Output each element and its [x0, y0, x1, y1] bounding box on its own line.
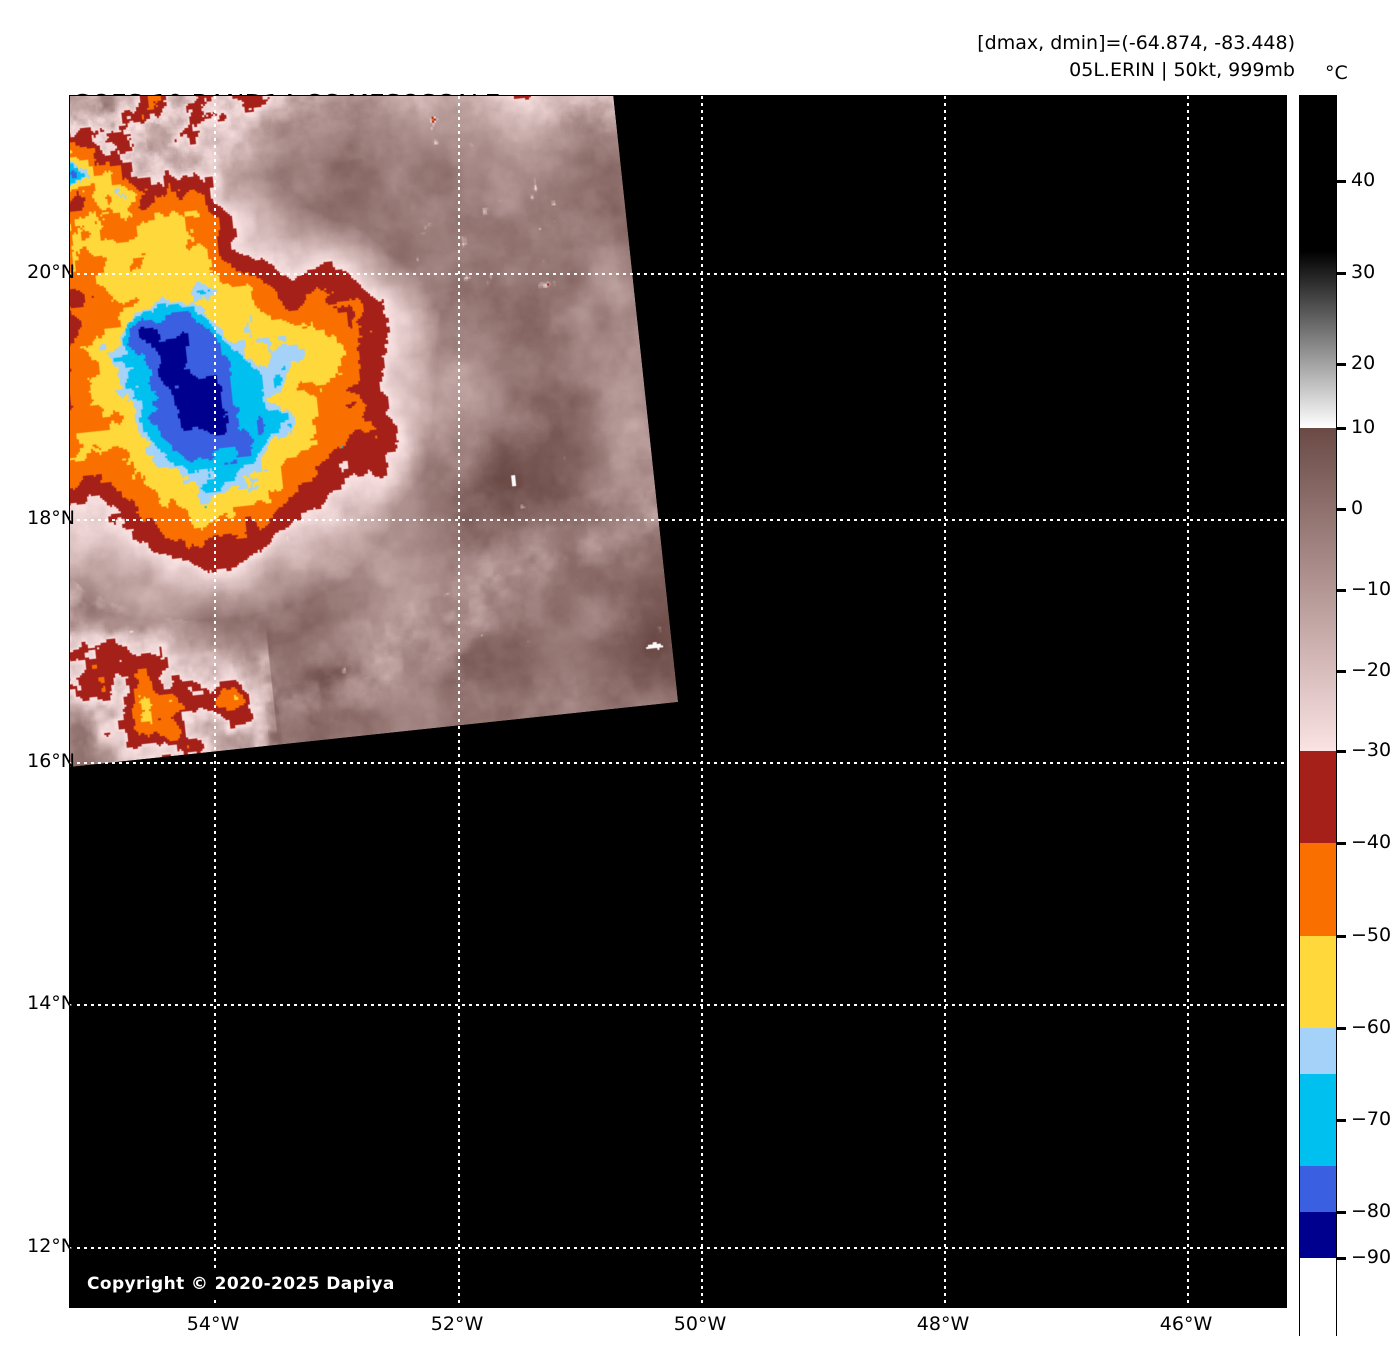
colorbar-segment-orange — [1300, 843, 1336, 936]
colorbar-tick — [1337, 180, 1346, 183]
colorbar-segment-cyan — [1300, 1074, 1336, 1166]
latitude-tick-label: 14°N — [27, 992, 75, 1014]
colorbar-tick — [1337, 363, 1346, 366]
colorbar-tick — [1337, 670, 1346, 673]
colorbar-tick — [1337, 272, 1346, 275]
copyright-badge: Copyright © 2020-2025 Dapiya — [78, 1270, 404, 1299]
longitude-tick-label: 54°W — [186, 1313, 240, 1335]
satellite-swath — [70, 96, 1286, 1307]
colorbar-tick-label: −60 — [1351, 1016, 1390, 1038]
longitude-tick-label: 48°W — [916, 1313, 970, 1335]
colorbar-gradient — [1299, 95, 1337, 1337]
colorbar-tick — [1337, 750, 1346, 753]
latitude-tick-label: 18°N — [27, 507, 75, 529]
colorbar-segment-dark-red — [1300, 751, 1336, 843]
colorbar-segment-white — [1300, 1258, 1336, 1337]
colorbar-tick — [1337, 1211, 1346, 1214]
colorbar-tick — [1337, 935, 1346, 938]
colorbar-axis: 40 30 20 10 0 −10 −20 −30 −40 −50 −60 −70 −80 −90 — [1337, 95, 1390, 1336]
colorbar-tick-label: 10 — [1351, 416, 1376, 438]
colorbar-segment-brown-pink — [1300, 428, 1336, 751]
colorbar-tick-label: 30 — [1351, 261, 1376, 283]
colorbar-segment-yellow — [1300, 936, 1336, 1028]
colorbar-tick-label: −10 — [1351, 578, 1390, 600]
colorbar-tick-label: −40 — [1351, 831, 1390, 853]
colorbar-segment-navy — [1300, 1212, 1336, 1258]
colorbar-tick-label: −30 — [1351, 739, 1390, 761]
colorbar-tick — [1337, 589, 1346, 592]
colorbar-tick-label: −80 — [1351, 1200, 1390, 1222]
colorbar-tick-label: −20 — [1351, 659, 1390, 681]
colorbar-tick — [1337, 508, 1346, 511]
colorbar-unit-label: °C — [1325, 62, 1348, 84]
colorbar-tick-label: −90 — [1351, 1246, 1390, 1268]
colorbar-tick — [1337, 1119, 1346, 1122]
latitude-tick-label: 12°N — [27, 1235, 75, 1257]
colorbar-tick-label: −50 — [1351, 924, 1390, 946]
colorbar-tick-label: 0 — [1351, 497, 1364, 519]
colorbar-tick-label: 40 — [1351, 169, 1376, 191]
infrared-imagery-canvas — [70, 96, 679, 784]
latitude-tick-label: 20°N — [27, 261, 75, 283]
colorbar[interactable] — [1299, 95, 1337, 1337]
satellite-image-plot[interactable]: Copyright © 2020-2025 Dapiya — [69, 95, 1287, 1308]
colorbar-segment-royal-blue — [1300, 1166, 1336, 1212]
storm-info-label: 05L.ERIN | 50kt, 999mb — [1069, 58, 1295, 81]
metadata-block: [dmax, dmin]=(-64.874, -83.448) 05L.ERIN… — [977, 30, 1295, 84]
longitude-tick-label: 46°W — [1159, 1313, 1213, 1335]
data-range-label: [dmax, dmin]=(-64.874, -83.448) — [977, 32, 1295, 54]
colorbar-segment-gray-ramp — [1300, 251, 1336, 428]
colorbar-tick-label: 20 — [1351, 352, 1376, 374]
colorbar-segment-black — [1300, 96, 1336, 251]
latitude-tick-label: 16°N — [27, 750, 75, 772]
longitude-tick-label: 52°W — [430, 1313, 484, 1335]
colorbar-tick — [1337, 1257, 1346, 1260]
colorbar-segment-light-blue — [1300, 1028, 1336, 1074]
plot-inner — [70, 96, 1286, 1307]
colorbar-tick-label: −70 — [1351, 1108, 1390, 1130]
colorbar-tick — [1337, 1027, 1346, 1030]
colorbar-tick — [1337, 842, 1346, 845]
colorbar-tick — [1337, 427, 1346, 430]
longitude-tick-label: 50°W — [673, 1313, 727, 1335]
